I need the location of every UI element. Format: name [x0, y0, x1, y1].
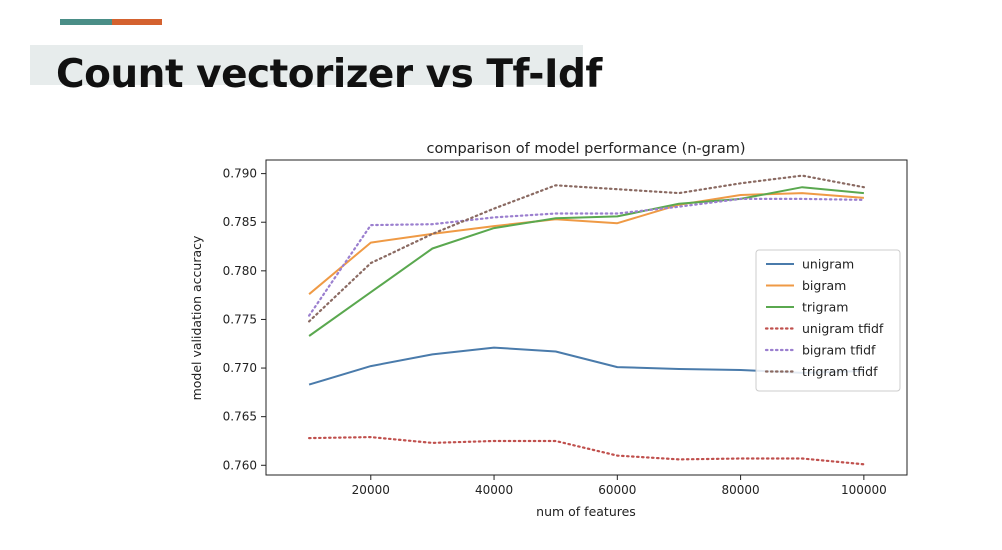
- series-line-trigram: [308, 186, 864, 337]
- legend-label: trigram tfidf: [802, 364, 878, 379]
- plot-area: 20000 40000 60000 80000 100000 0.760 0.765 0.77…: [223, 159, 908, 497]
- x-tick-label: 20000: [352, 483, 390, 497]
- x-axis-label: num of features: [536, 504, 636, 519]
- y-tick-label: 0.785: [223, 215, 257, 229]
- y-tick-label: 0.765: [223, 410, 257, 424]
- y-tick-label: 0.790: [223, 167, 257, 181]
- series-line-trigram-tfidf: [308, 174, 866, 323]
- accent-bar-teal: [60, 19, 112, 25]
- plot-frame: [265, 159, 908, 476]
- title-band: [30, 45, 583, 85]
- legend-label: unigram tfidf: [802, 321, 884, 336]
- x-tick-label: 100000: [841, 483, 887, 497]
- accent-bar-orange: [112, 19, 162, 25]
- legend-label: unigram: [802, 257, 854, 272]
- legend-label: trigram: [802, 300, 848, 315]
- series-line-unigram-tfidf: [308, 436, 866, 466]
- y-tick-label: 0.775: [223, 312, 257, 326]
- y-tick-label: 0.770: [223, 361, 257, 375]
- x-tick-label: 80000: [721, 483, 759, 497]
- legend-label: bigram: [802, 278, 846, 293]
- y-axis-label: model validation accuracy: [189, 235, 204, 400]
- y-tick-label: 0.780: [223, 264, 257, 278]
- chart-title: comparison of model performance (n-gram): [427, 141, 746, 157]
- line-chart: comparison of model performance (n-gram)…: [189, 141, 908, 519]
- y-tick-label: 0.760: [223, 458, 257, 472]
- series-line-bigram-tfidf: [308, 197, 866, 317]
- x-tick-label: 40000: [475, 483, 513, 497]
- slide-title: Count vectorizer vs Tf-Idf: [56, 52, 602, 97]
- legend-label: bigram tfidf: [802, 343, 876, 358]
- x-tick-label: 60000: [598, 483, 636, 497]
